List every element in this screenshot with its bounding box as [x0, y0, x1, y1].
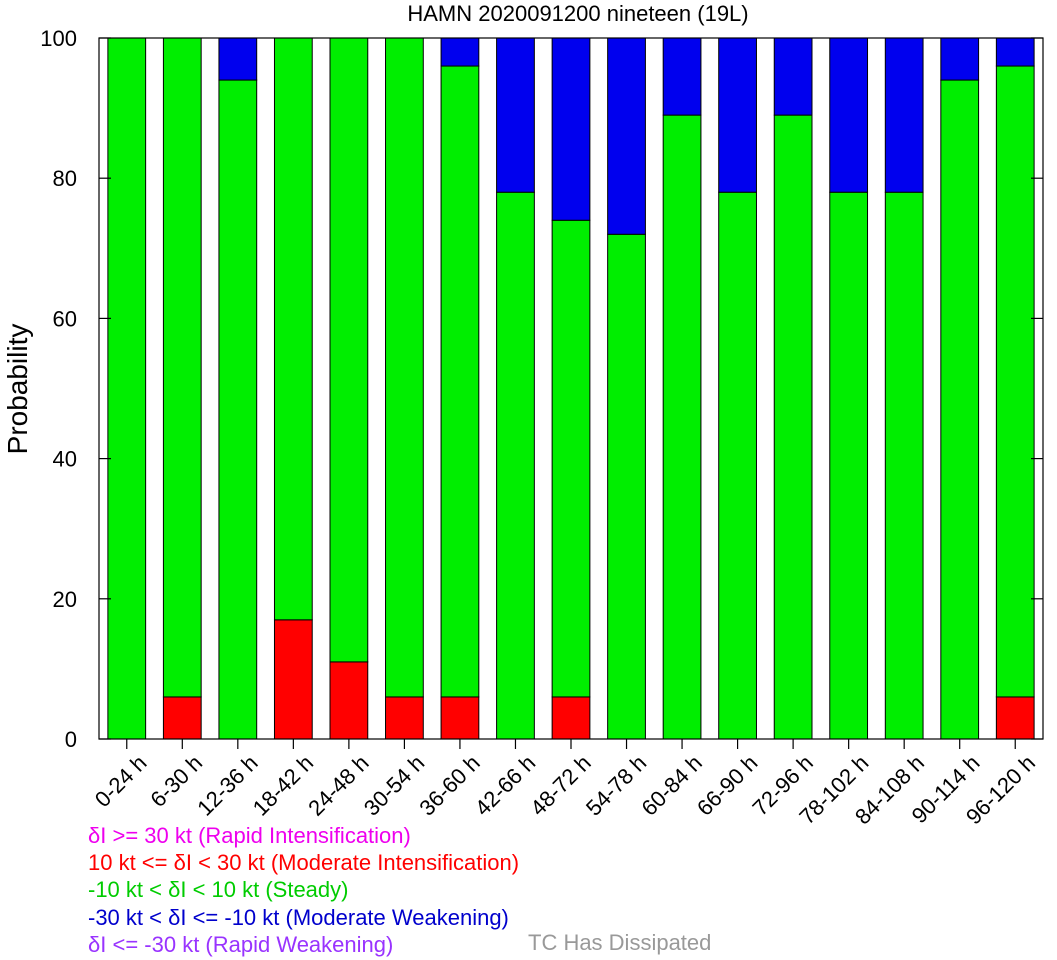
bar-segment-1-6-30h: [162, 696, 202, 740]
y-ticks: 0 20 40 60 80 100: [40, 26, 1043, 752]
bar-segment-1-30-54h: [385, 696, 424, 740]
bar-segment-2-60-84h: [662, 114, 702, 740]
bar-segment-2-36-60h: [440, 65, 480, 698]
bar-segment-1-36-60h: [440, 696, 480, 740]
bar-segment-2-84-108h: [884, 191, 924, 740]
legend-tc-dissipated: TC Has Dissipated: [528, 930, 712, 955]
bar-segment-2-0-24h: [107, 37, 147, 740]
x-tick-label-18-42h: 18-42 h: [248, 750, 318, 820]
bar-segment-2-12-36h: [218, 79, 258, 740]
x-ticks: 0-24 h6-30 h12-36 h18-42 h24-48 h30-54 h…: [90, 739, 1040, 829]
bar-segment-2-72-96h: [773, 114, 813, 740]
y-tick-label-60: 60: [53, 306, 77, 331]
bar-segment-3-90-114h: [940, 37, 980, 81]
y-tick-label-0: 0: [65, 727, 77, 752]
bar-segment-2-48-72h: [551, 219, 591, 698]
x-tick-label-0-24h: 0-24 h: [90, 750, 152, 812]
y-tick-label-40: 40: [53, 447, 77, 472]
bar-segment-2-6-30h: [162, 37, 202, 698]
chart-title: HAMN 2020091200 nineteen (19L): [407, 1, 748, 26]
y-tick-label-20: 20: [53, 587, 77, 612]
bar-segment-3-12-36h: [218, 37, 258, 81]
bar-segment-2-42-66h: [496, 191, 535, 740]
bar-segment-3-72-96h: [773, 37, 813, 116]
bar-segment-3-84-108h: [884, 37, 924, 193]
bar-segment-3-54-78h: [607, 37, 646, 235]
bar-segment-2-90-114h: [940, 79, 980, 740]
legend: δI >= 30 kt (Rapid Intensification) 10 k…: [88, 822, 519, 958]
bar-segment-3-96-120h: [995, 37, 1035, 67]
x-tick-label-12-36h: 12-36 h: [192, 750, 262, 820]
legend-steady: -10 kt < δI < 10 kt (Steady): [88, 877, 349, 903]
y-axis-label: Probability: [2, 324, 33, 455]
bars-group: [107, 37, 1035, 740]
bar-segment-3-60-84h: [662, 37, 702, 116]
x-tick-label-54-78h: 54-78 h: [581, 750, 651, 820]
bar-segment-2-96-120h: [995, 65, 1035, 698]
y-tick-label-100: 100: [40, 26, 77, 51]
bar-segment-2-66-90h: [718, 191, 757, 740]
bar-segment-1-18-42h: [273, 619, 313, 740]
bar-segment-3-42-66h: [496, 37, 535, 193]
legend-moderate-intensification: 10 kt <= δI < 30 kt (Moderate Intensific…: [88, 850, 520, 876]
legend-moderate-weakening: -30 kt < δI <= -10 kt (Moderate Weakenin…: [88, 904, 509, 930]
x-tick-label-42-66h: 42-66 h: [470, 750, 540, 820]
legend-rapid-intensification: δI >= 30 kt (Rapid Intensification): [88, 823, 411, 848]
x-tick-label-30-54h: 30-54 h: [359, 750, 429, 820]
bar-segment-2-30-54h: [385, 37, 424, 698]
bar-segment-2-24-48h: [329, 37, 369, 663]
bar-segment-3-48-72h: [551, 37, 591, 221]
x-tick-label-48-72h: 48-72 h: [525, 750, 595, 820]
bar-segment-3-36-60h: [440, 37, 480, 67]
bar-segment-1-96-120h: [995, 696, 1035, 740]
bar-segment-3-66-90h: [718, 37, 757, 193]
bar-segment-1-48-72h: [551, 696, 591, 740]
bar-segment-2-78-102h: [829, 191, 869, 740]
x-tick-label-66-90h: 66-90 h: [692, 750, 762, 820]
y-tick-label-80: 80: [53, 166, 77, 191]
bar-segment-2-18-42h: [273, 37, 313, 621]
x-tick-label-24-48h: 24-48 h: [303, 750, 373, 820]
x-tick-label-36-60h: 36-60 h: [414, 750, 484, 820]
bar-segment-2-54-78h: [607, 233, 646, 740]
bar-segment-3-78-102h: [829, 37, 869, 193]
x-tick-label-60-84h: 60-84 h: [636, 750, 706, 820]
bar-segment-1-24-48h: [329, 661, 369, 740]
legend-rapid-weakening: δI <= -30 kt (Rapid Weakening): [88, 931, 394, 957]
